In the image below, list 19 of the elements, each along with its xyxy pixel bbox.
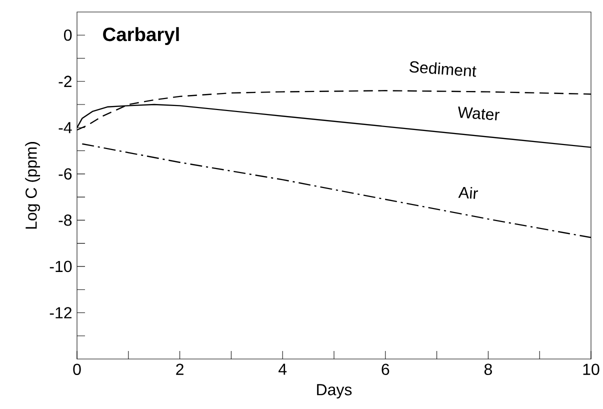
x-tick-label: 8: [484, 364, 492, 376]
x-tick-label: 0: [73, 364, 81, 376]
series-label: Sediment: [409, 61, 476, 77]
x-tick-label: 2: [176, 364, 184, 375]
x-tick-label: 4: [278, 364, 287, 375]
series-label: Water: [458, 106, 500, 120]
x-tick-label: 10: [583, 364, 600, 376]
y-tick-label: -6: [58, 168, 72, 180]
y-tick-label: -4: [58, 122, 72, 134]
y-tick-label: -8: [58, 214, 72, 226]
y-axis-title: Log C (ppm): [25, 142, 40, 229]
y-tick-label: 0: [64, 29, 72, 41]
x-axis-title: Days: [317, 384, 352, 399]
series-label: Air: [458, 186, 478, 199]
y-tick-label: -10: [50, 260, 72, 272]
y-tick-label: -2: [58, 76, 72, 87]
y-tick-label: -12: [50, 307, 72, 318]
x-tick-label: 6: [382, 364, 390, 376]
text: Carbaryl: [103, 27, 179, 46]
